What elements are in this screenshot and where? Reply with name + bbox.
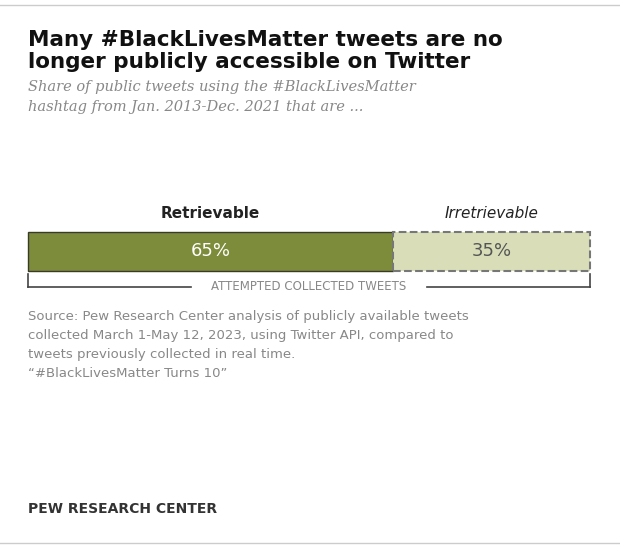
Text: ATTEMPTED COLLECTED TWEETS: ATTEMPTED COLLECTED TWEETS [211, 281, 407, 294]
Bar [393, 232, 590, 271]
Text: Source: Pew Research Center analysis of publicly available tweets
collected Marc: Source: Pew Research Center analysis of … [28, 310, 469, 380]
Text: Share of public tweets using the #BlackLivesMatter
hashtag from Jan. 2013-Dec. 2: Share of public tweets using the #BlackL… [28, 80, 416, 113]
Bar [393, 232, 590, 271]
Text: longer publicly accessible on Twitter: longer publicly accessible on Twitter [28, 52, 470, 72]
Text: 65%: 65% [191, 243, 231, 260]
Text: Many #BlackLivesMatter tweets are no: Many #BlackLivesMatter tweets are no [28, 30, 503, 50]
Text: 35%: 35% [472, 243, 511, 260]
Bar [28, 232, 393, 271]
Text: Irretrievable: Irretrievable [445, 206, 539, 221]
Text: PEW RESEARCH CENTER: PEW RESEARCH CENTER [28, 502, 217, 516]
Text: Retrievable: Retrievable [161, 206, 260, 221]
